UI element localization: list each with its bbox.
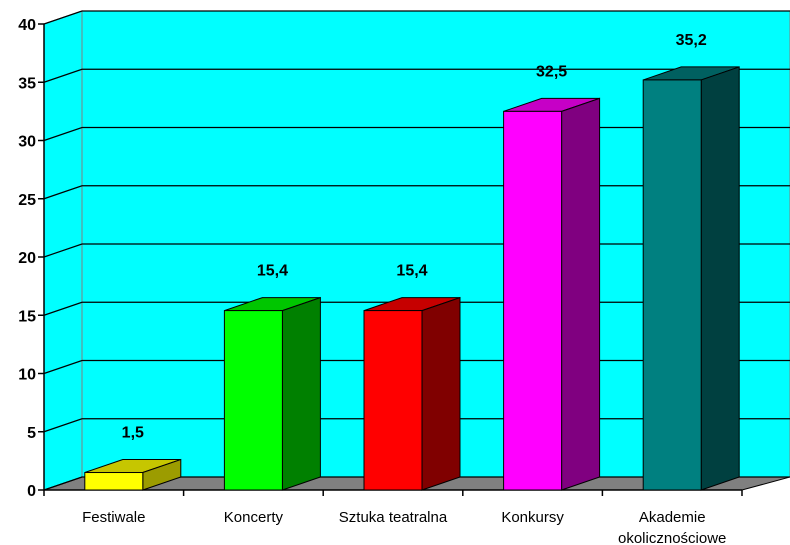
data-label: 15,4 bbox=[396, 263, 427, 280]
data-labels: 1,5 15,4 15,4 32,5 35,2 bbox=[122, 32, 707, 442]
gridline bbox=[43, 68, 790, 83]
y-tick-label: 20 bbox=[18, 250, 36, 267]
bar-side-face bbox=[281, 296, 321, 491]
bar-front-face bbox=[363, 310, 423, 491]
gridline bbox=[43, 10, 790, 25]
bar-side-face bbox=[700, 66, 740, 491]
bar-side-face bbox=[561, 97, 601, 491]
bar-front-face bbox=[223, 310, 283, 491]
data-label: 35,2 bbox=[676, 32, 707, 49]
y-tick-label: 35 bbox=[18, 75, 36, 92]
data-label: 1,5 bbox=[122, 425, 144, 442]
y-tick-label: 15 bbox=[18, 308, 36, 325]
y-tick-label: 25 bbox=[18, 192, 36, 209]
bars bbox=[84, 66, 740, 491]
bar-3 bbox=[503, 97, 601, 491]
y-tick-label: 5 bbox=[27, 425, 36, 442]
x-axis-labels: Festiwale Koncerty Sztuka teatralna Konkurs… bbox=[82, 509, 726, 545]
bar-front-face bbox=[84, 472, 144, 491]
x-category-label: Koncerty bbox=[224, 509, 284, 526]
x-category-label: Konkursy bbox=[501, 509, 564, 526]
y-axis-ticks: 0 5 10 15 20 25 30 35 40 bbox=[18, 17, 44, 500]
y-tick-label: 10 bbox=[18, 367, 36, 384]
x-category-label: Sztuka teatralna bbox=[339, 509, 448, 526]
bar-front-face bbox=[642, 79, 702, 491]
bar-1 bbox=[223, 296, 321, 491]
bar-0 bbox=[84, 458, 182, 491]
x-category-label: Akademie okolicznościowe bbox=[618, 509, 726, 545]
data-label: 15,4 bbox=[257, 263, 288, 280]
data-label: 32,5 bbox=[536, 63, 567, 80]
y-tick-label: 40 bbox=[18, 17, 36, 34]
bar-side-face bbox=[421, 296, 461, 491]
bar-front-face bbox=[503, 110, 563, 491]
bar-4 bbox=[642, 66, 740, 491]
y-tick-label: 30 bbox=[18, 134, 36, 151]
x-category-label: Festiwale bbox=[82, 509, 145, 526]
y-tick-label: 0 bbox=[27, 483, 36, 500]
bar-2 bbox=[363, 296, 461, 491]
